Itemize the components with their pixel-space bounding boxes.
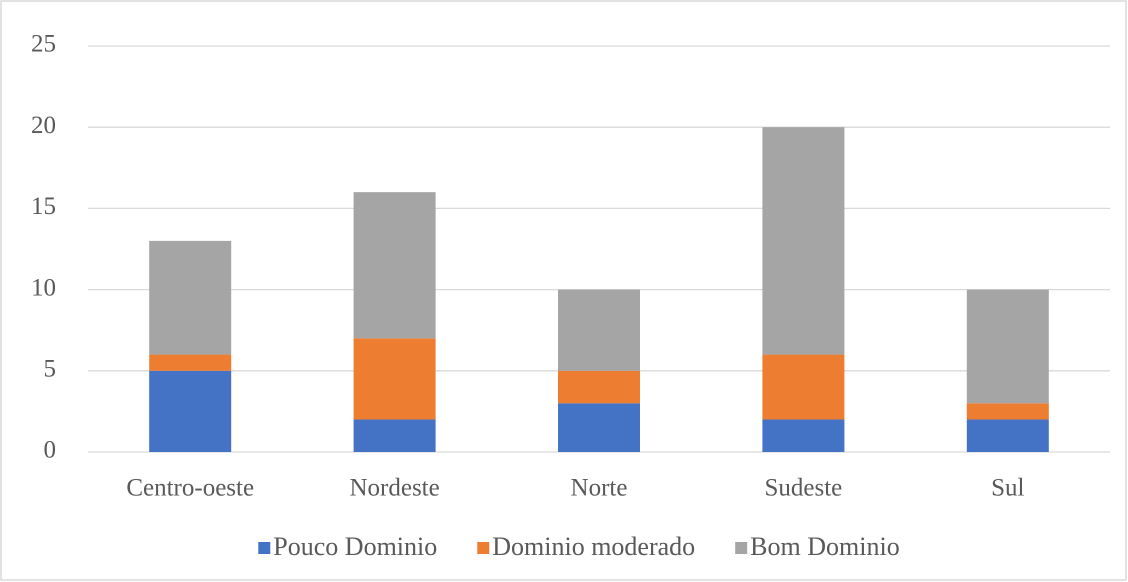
legend-label: Bom Dominio (750, 532, 900, 561)
y-tick-label: 5 (44, 356, 57, 383)
bar-segment (558, 289, 640, 371)
bar-segment (762, 127, 845, 355)
bar-segment (558, 370, 640, 404)
x-tick-label: Sudeste (765, 475, 843, 502)
bar-segment (966, 289, 1049, 404)
x-tick-label: Norte (571, 475, 628, 502)
legend-label: Dominio moderado (492, 532, 695, 561)
bar-segment (558, 403, 640, 452)
x-tick-label: Centro-oeste (126, 475, 254, 502)
legend: Pouco Dominio Dominio moderado Bom Dominio (258, 532, 900, 561)
bar-segment (149, 370, 232, 452)
x-tick-label: Sul (991, 475, 1024, 502)
legend-swatch (735, 542, 748, 554)
bar-segment (353, 192, 436, 339)
bar-segment (966, 419, 1049, 452)
bar-segment (966, 403, 1049, 420)
bar-segment (762, 354, 845, 420)
y-tick-label: 10 (31, 274, 56, 301)
y-tick-label: 25 (31, 31, 56, 58)
y-tick-label: 15 (31, 193, 56, 220)
y-tick-label: 20 (31, 112, 56, 139)
bar-segment (353, 419, 436, 452)
y-tick-label: 0 (44, 437, 57, 464)
bar-segment (762, 419, 845, 452)
legend-swatch (258, 542, 271, 554)
bar-segment (149, 354, 232, 371)
legend-label: Pouco Dominio (273, 532, 437, 561)
legend-swatch (477, 542, 490, 554)
bar-segment (149, 240, 232, 355)
bar-segment (353, 338, 436, 420)
x-tick-label: Nordeste (349, 475, 439, 502)
